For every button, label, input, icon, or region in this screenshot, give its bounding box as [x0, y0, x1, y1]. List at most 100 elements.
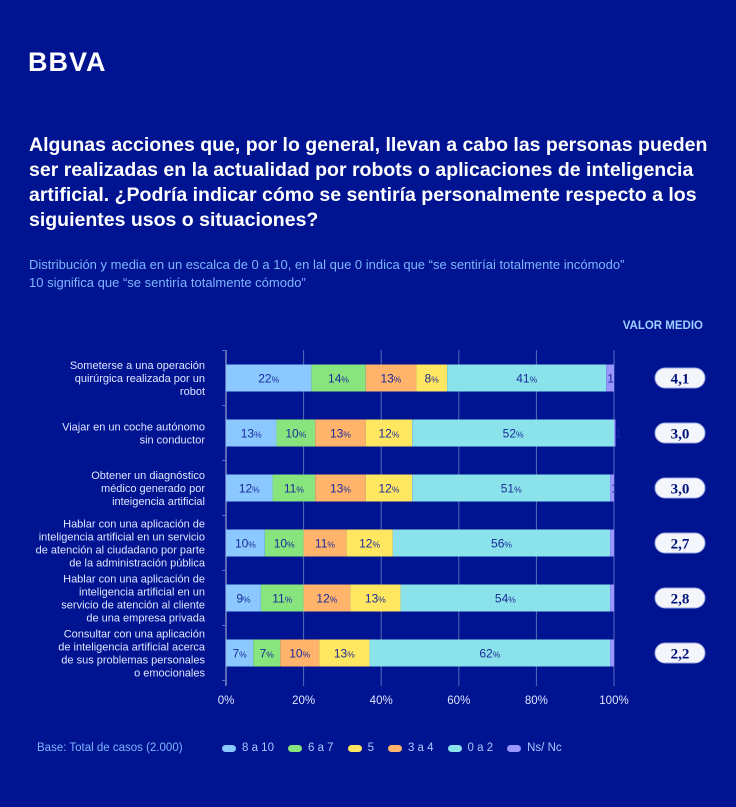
mean-pill	[654, 477, 706, 499]
category-label: inteligencia artificial en un	[79, 587, 205, 599]
legend-item: 6 a 7	[287, 742, 334, 754]
x-tick-label: 100%	[599, 695, 628, 707]
bar-segment-6a7	[272, 474, 316, 502]
data-label: 7%	[260, 647, 275, 661]
bar-segment-5	[365, 419, 413, 447]
mean-value: 3,0	[671, 482, 690, 498]
bar-segment-5	[319, 639, 370, 667]
legend-swatch	[387, 744, 402, 752]
bar-segment-8a10	[226, 364, 312, 392]
data-label: 1	[607, 372, 614, 386]
bar-segment-6a7	[260, 584, 304, 612]
data-label: 7%	[232, 647, 247, 661]
bar-segment-nsnc	[606, 364, 614, 392]
data-label: 41%	[516, 372, 537, 386]
category-label: Hablar con una aplicación de	[63, 574, 205, 586]
mean-value: 2,7	[671, 537, 690, 553]
bar-segment-3a4	[315, 474, 366, 502]
data-label: 9%	[236, 592, 251, 606]
mean-pill	[654, 587, 706, 609]
valor-medio-header: VALOR MEDIO	[622, 320, 703, 332]
chart-title: Algunas acciones que, por lo general, ll…	[29, 134, 708, 231]
bar-segment-0a2	[369, 639, 611, 667]
data-label: 12%	[359, 537, 380, 551]
data-label: 13%	[241, 427, 262, 441]
mean-pill	[654, 642, 706, 664]
category-label: Viajar en un coche autónomo	[62, 422, 205, 434]
bar-segment-6a7	[276, 419, 316, 447]
bar-segment-8a10	[226, 529, 265, 557]
bar-segment-0a2	[392, 529, 611, 557]
mean-pill	[654, 532, 706, 554]
legend-swatch	[347, 744, 362, 752]
data-label: 51%	[501, 482, 522, 496]
bar-segment-8a10	[226, 639, 254, 667]
bar-segment-6a7	[311, 364, 366, 392]
category-label: de sus problemas personales	[61, 655, 205, 667]
bar-segment-5	[350, 584, 401, 612]
category-label: Someterse a una operación	[70, 360, 205, 372]
bar-segment-nsnc	[610, 639, 614, 667]
data-label: 12%	[378, 427, 399, 441]
legend-item: Ns/ Nc	[507, 742, 562, 754]
bar-segment-0a2	[412, 419, 614, 447]
data-label: 10%	[289, 647, 310, 661]
bar-segment-6a7	[264, 529, 304, 557]
category-label: de la administración pública	[69, 558, 206, 570]
category-label: inteligencia artificial en un servicio	[39, 532, 205, 544]
data-label: 13%	[334, 647, 355, 661]
category-label: de atención al ciudadano por parte	[36, 545, 205, 557]
category-label: médico generado por	[101, 483, 205, 495]
mean-pill	[654, 367, 706, 389]
data-label: 14%	[328, 372, 349, 386]
bar-segment-5	[365, 474, 413, 502]
data-label: 10%	[285, 427, 306, 441]
chart-subtitle: Distribución y media en un escalca de 0 …	[29, 256, 729, 292]
data-label: 10%	[235, 537, 256, 551]
category-label: robot	[180, 386, 205, 398]
bar-segment-8a10	[226, 474, 273, 502]
bar-segment-3a4	[315, 419, 366, 447]
bar-segment-8a10	[226, 419, 277, 447]
data-label: 62%	[479, 647, 500, 661]
category-label: de una empresa privada	[86, 613, 206, 625]
bar-segment-nsnc	[610, 474, 614, 502]
bbva-logo: BBVA	[28, 47, 107, 77]
data-label: 12%	[316, 592, 337, 606]
category-label: servicio de atención al cliente	[61, 600, 205, 612]
data-label: 8%	[425, 372, 440, 386]
category-label: Obtener un diagnóstico	[91, 470, 205, 482]
legend-item: 0 a 2	[447, 742, 494, 754]
data-label: 1	[615, 427, 622, 441]
data-label: 54%	[495, 592, 516, 606]
bar-segment-3a4	[365, 364, 417, 392]
bar-segment-nsnc	[610, 529, 614, 557]
legend: 8 a 10 6 a 7 5 3 a 4 0 a 2 Ns/ Nc	[222, 742, 562, 754]
data-label: 12%	[378, 482, 399, 496]
data-label: 56%	[491, 537, 512, 551]
legend-item: 3 a 4	[387, 742, 434, 754]
legend-label: 5	[367, 742, 374, 754]
bar-segment-nsnc	[614, 419, 616, 447]
bar-segment-0a2	[447, 364, 607, 392]
category-label: Hablar con una aplicación de	[63, 519, 205, 531]
legend-item: 5	[347, 742, 374, 754]
legend-label: 8 a 10	[242, 742, 274, 754]
legend-label: 0 a 2	[467, 742, 494, 754]
bar-segment-5	[346, 529, 393, 557]
data-label: 11%	[284, 482, 304, 496]
bar-row: Hablar con una aplicación deinteligencia…	[36, 519, 706, 570]
category-label: o emocionales	[134, 668, 205, 680]
data-label: 12%	[239, 482, 260, 496]
data-label: 13%	[365, 592, 386, 606]
bar-segment-nsnc	[610, 584, 614, 612]
mean-value: 3,0	[671, 427, 690, 443]
data-label: 13%	[380, 372, 401, 386]
bar-segment-3a4	[280, 639, 320, 667]
legend-item: 8 a 10	[222, 742, 274, 754]
legend-label: 3 a 4	[407, 742, 434, 754]
data-label: 52%	[503, 427, 524, 441]
